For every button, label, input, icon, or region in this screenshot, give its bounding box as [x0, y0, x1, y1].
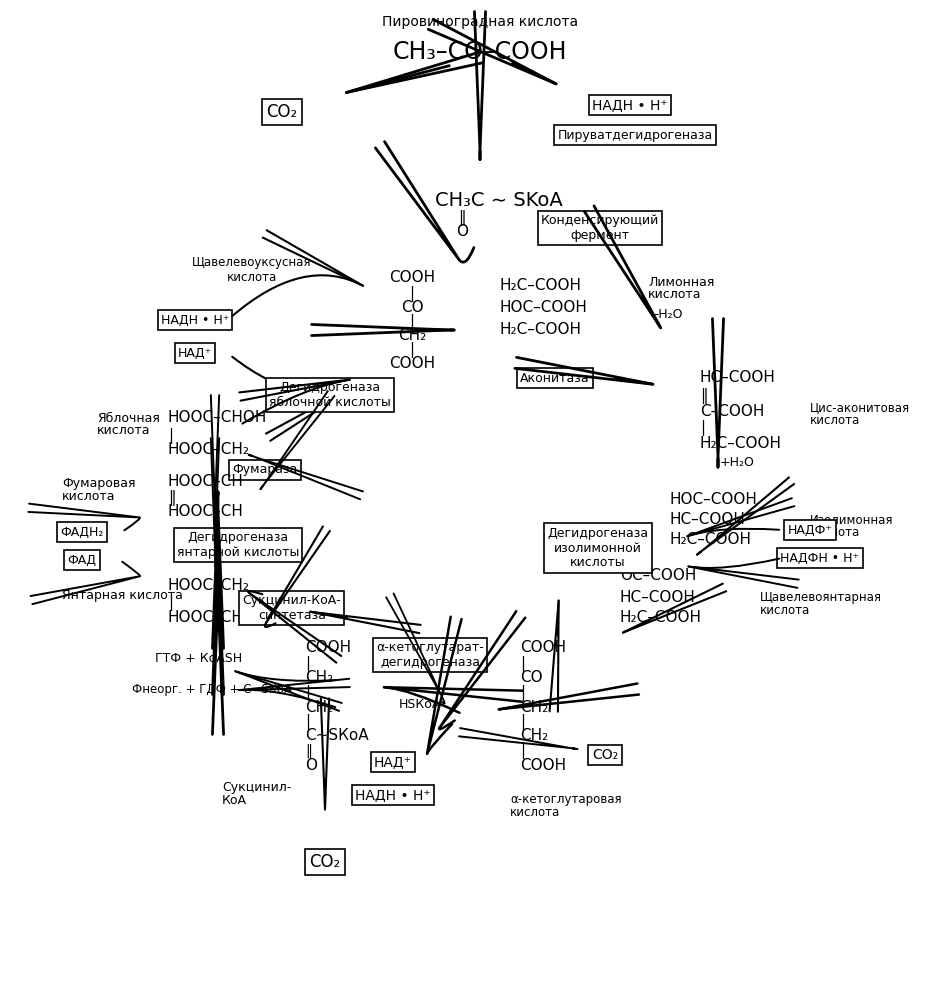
Text: НООС–СН₂: НООС–СН₂ [168, 609, 250, 624]
Text: СО: СО [520, 670, 543, 686]
Text: |: | [168, 595, 173, 611]
Text: СН₂: СН₂ [520, 700, 549, 714]
Text: H₂C–COOH: H₂C–COOH [500, 277, 582, 292]
Text: +H₂O: +H₂O [720, 456, 755, 468]
Text: СН₂: СН₂ [520, 728, 549, 744]
Text: H₂C–COOH: H₂C–COOH [700, 436, 782, 450]
Text: ‖: ‖ [700, 388, 708, 404]
Text: HC–COOH: HC–COOH [700, 370, 776, 385]
Text: СООН: СООН [520, 758, 566, 772]
Text: СН₂: СН₂ [305, 700, 333, 714]
Text: Щавелевоуксусная
кислота: Щавелевоуксусная кислота [192, 256, 311, 284]
Text: O: O [456, 225, 468, 239]
Text: |: | [305, 656, 311, 672]
Text: COOH: COOH [389, 270, 435, 286]
Text: CO₂: CO₂ [266, 103, 297, 121]
Text: Пируватдегидрогеназа: Пируватдегидрогеназа [557, 128, 712, 141]
Text: CH₃C ∼ SKoA: CH₃C ∼ SKoA [435, 190, 563, 210]
Text: O: O [305, 758, 317, 772]
Text: Изолимонная: Изолимонная [810, 514, 894, 526]
Text: НООС–СН₂: НООС–СН₂ [168, 442, 250, 458]
Text: H₂C–COOH: H₂C–COOH [500, 322, 582, 338]
Text: Фумаровая: Фумаровая [62, 478, 136, 490]
Text: ОС–СООН: ОС–СООН [620, 568, 696, 582]
Text: НАД⁺: НАД⁺ [375, 755, 412, 769]
Text: кислота: кислота [62, 490, 116, 504]
Text: СООН: СООН [520, 641, 566, 656]
Text: кислота: кислота [760, 603, 810, 616]
Text: |: | [305, 714, 311, 730]
Text: |: | [700, 420, 705, 436]
Text: НООС–СН: НООС–СН [168, 504, 244, 520]
Text: СООН: СООН [305, 641, 351, 656]
Text: |: | [409, 342, 415, 358]
Text: |: | [168, 428, 173, 444]
Text: НАДН • Н⁺: НАДН • Н⁺ [161, 314, 230, 326]
Text: НООС–СН: НООС–СН [168, 475, 244, 489]
Text: –H₂O: –H₂O [652, 308, 682, 322]
Text: HOC–COOH: HOC–COOH [500, 300, 588, 316]
Text: ГТФ + КоАSН: ГТФ + КоАSН [155, 652, 242, 664]
Text: НООС–СН₂: НООС–СН₂ [168, 578, 250, 592]
Text: НС–СООН: НС–СООН [620, 589, 696, 604]
Text: НАДФ⁺: НАДФ⁺ [788, 524, 833, 536]
Text: кислота: кислота [810, 414, 860, 428]
Text: Дегидрогеназа
изолимонной
кислоты: Дегидрогеназа изолимонной кислоты [548, 526, 648, 570]
Text: CO₂: CO₂ [592, 748, 618, 762]
Text: ‖: ‖ [458, 210, 466, 226]
Text: HOC–COOH: HOC–COOH [670, 492, 758, 508]
Text: кислота: кислота [648, 288, 701, 302]
Text: |: | [520, 714, 525, 730]
Text: ФАД: ФАД [68, 554, 97, 566]
Text: CH₂: CH₂ [398, 328, 426, 342]
Text: |: | [409, 314, 415, 330]
Text: С∼SКоА: С∼SКоА [305, 728, 369, 744]
Text: H₂C–COOH: H₂C–COOH [620, 609, 702, 624]
Text: НООС–СНОН: НООС–СНОН [168, 410, 267, 426]
Text: CO: CO [401, 300, 423, 314]
Text: НАД⁺: НАД⁺ [178, 347, 212, 360]
Text: |: | [305, 685, 311, 701]
Text: Дегидрогеназа
яблочной кислоты: Дегидрогеназа яблочной кислоты [269, 381, 391, 409]
Text: Дегидрогеназа
янтарной кислоты: Дегидрогеназа янтарной кислоты [177, 531, 299, 559]
Text: Конденсирующий
фермент: Конденсирующий фермент [541, 214, 659, 242]
Text: Сукцинил-: Сукцинил- [222, 782, 292, 794]
Text: ‖: ‖ [168, 490, 176, 506]
Text: |: | [409, 286, 415, 302]
Text: α-кетоглутаровая: α-кетоглутаровая [510, 794, 622, 806]
Text: кислота: кислота [810, 526, 860, 540]
Text: ФАДН₂: ФАДН₂ [60, 526, 104, 538]
Text: |: | [520, 685, 525, 701]
Text: Сукцинил-КоА-
синтетаза: Сукцинил-КоА- синтетаза [243, 594, 342, 622]
Text: Яблочная: Яблочная [97, 412, 160, 424]
Text: Лимонная: Лимонная [648, 275, 714, 288]
Text: ‖: ‖ [305, 744, 311, 758]
Text: HC–COOH: HC–COOH [670, 512, 746, 528]
Text: КоА: КоА [222, 794, 247, 808]
Text: α-кетоглутарат-
дегидрогеназа: α-кетоглутарат- дегидрогеназа [376, 641, 484, 669]
Text: Пировиноградная кислота: Пировиноградная кислота [382, 15, 578, 29]
Text: кислота: кислота [510, 806, 560, 820]
Text: НАДН • Н⁺: НАДН • Н⁺ [355, 788, 431, 802]
Text: СН₂: СН₂ [305, 670, 333, 686]
Text: Янтарная кислота: Янтарная кислота [62, 588, 183, 601]
Text: CH₃–CO–COOH: CH₃–CO–COOH [392, 40, 567, 64]
Text: НSКоА: НSКоА [399, 698, 441, 712]
Text: H₂C–COOH: H₂C–COOH [670, 532, 752, 548]
Text: Щавелевоянтарная: Щавелевоянтарная [760, 590, 882, 603]
Text: кислота: кислота [97, 424, 151, 438]
Text: COOH: COOH [389, 356, 435, 370]
Text: Аконитаза: Аконитаза [520, 371, 590, 384]
Text: НАДН • Н⁺: НАДН • Н⁺ [592, 98, 668, 112]
Text: |: | [520, 743, 525, 759]
Text: Цис-аконитовая: Цис-аконитовая [810, 401, 910, 414]
Text: НАДФН • Н⁺: НАДФН • Н⁺ [780, 552, 859, 564]
Text: C–COOH: C–COOH [700, 403, 764, 418]
Text: CO₂: CO₂ [310, 853, 341, 871]
Text: |: | [520, 656, 525, 672]
Text: Фнеорг. + ГДФ + С∼SКоА: Фнеорг. + ГДФ + С∼SКоА [132, 684, 292, 696]
Text: Фумараза: Фумараза [232, 464, 297, 477]
